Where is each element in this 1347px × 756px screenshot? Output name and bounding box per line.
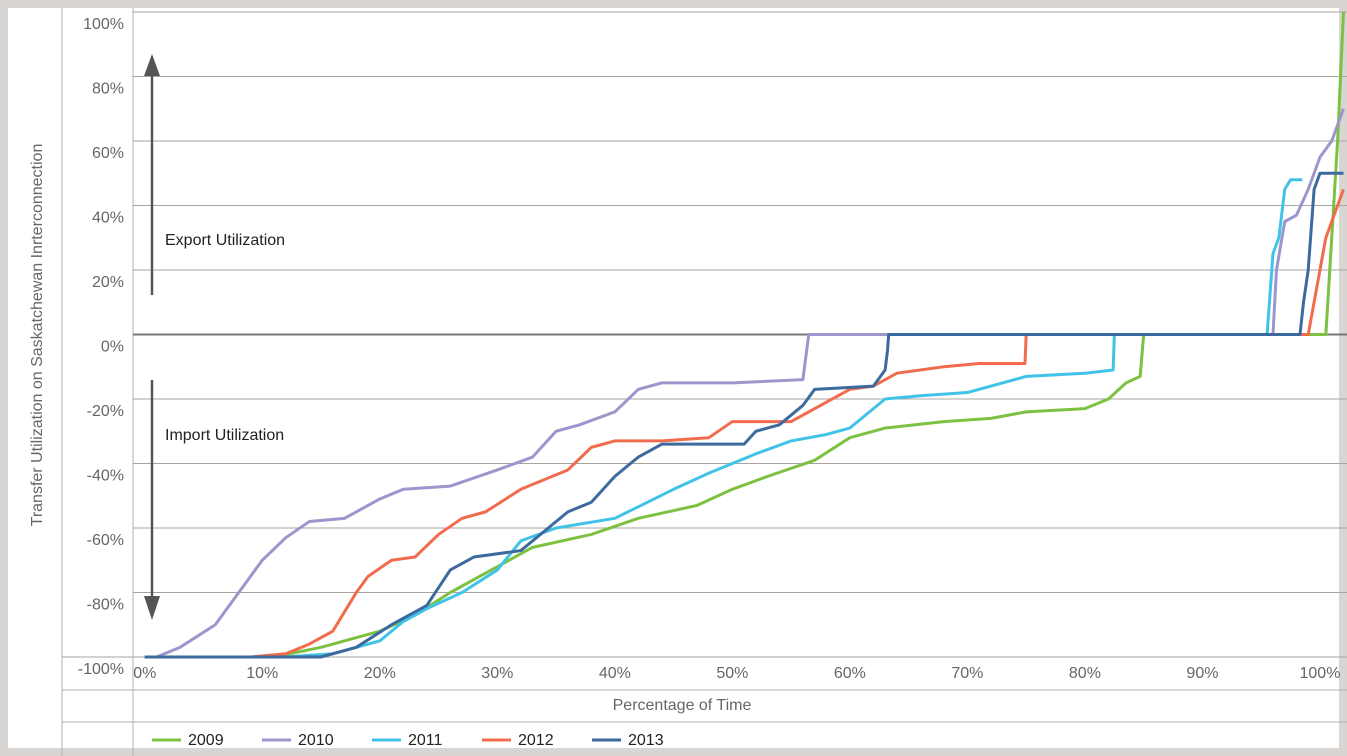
x-tick-label: 80% (1069, 665, 1101, 682)
x-tick-label: 70% (951, 665, 983, 682)
x-tick-label: 50% (716, 665, 748, 682)
plot-area (62, 11, 1347, 659)
import-arrow (144, 380, 160, 620)
x-tick-label: 40% (599, 665, 631, 682)
x-tick-label: 30% (481, 665, 513, 682)
y-tick-label: -80% (87, 597, 124, 614)
y-tick-label: 80% (92, 81, 124, 98)
y-tick-label: 0% (101, 339, 124, 356)
series-line (144, 188, 1345, 659)
y-tick-label: -60% (87, 532, 124, 549)
y-tick-label: 100% (83, 16, 124, 33)
x-axis-title: Percentage of Time (613, 697, 752, 714)
x-tick-label: 60% (834, 665, 866, 682)
legend-label: 2009 (188, 732, 224, 749)
annotation: Import Utilization (165, 427, 284, 444)
series-line (144, 108, 1345, 659)
legend-label: 2011 (408, 732, 443, 749)
series-line (144, 171, 1344, 659)
y-axis-title: Transfer Utilization on Saskatchewan Inr… (29, 144, 46, 527)
series-line (144, 178, 1303, 659)
y-tick-label: 40% (92, 210, 124, 227)
y-tick-label: -100% (78, 661, 124, 678)
legend-label: 2012 (518, 732, 554, 749)
annotation: Export Utilization (165, 232, 285, 249)
legend-label: 2010 (298, 732, 334, 749)
x-tick-label: 100% (1300, 665, 1341, 682)
x-tick-label: 0% (133, 665, 156, 682)
y-tick-label: -20% (87, 403, 124, 420)
y-tick-label: 60% (92, 145, 124, 162)
series-line (144, 11, 1345, 659)
x-tick-label: 10% (246, 665, 278, 682)
x-tick-label: 20% (364, 665, 396, 682)
x-tick-label: 90% (1186, 665, 1218, 682)
legend: 2009 2010 2011 2012 2013 (152, 732, 664, 749)
y-tick-label: 20% (92, 274, 124, 291)
export-arrow (144, 54, 160, 295)
legend-label: 2013 (628, 732, 664, 749)
y-tick-label: -40% (87, 468, 124, 485)
